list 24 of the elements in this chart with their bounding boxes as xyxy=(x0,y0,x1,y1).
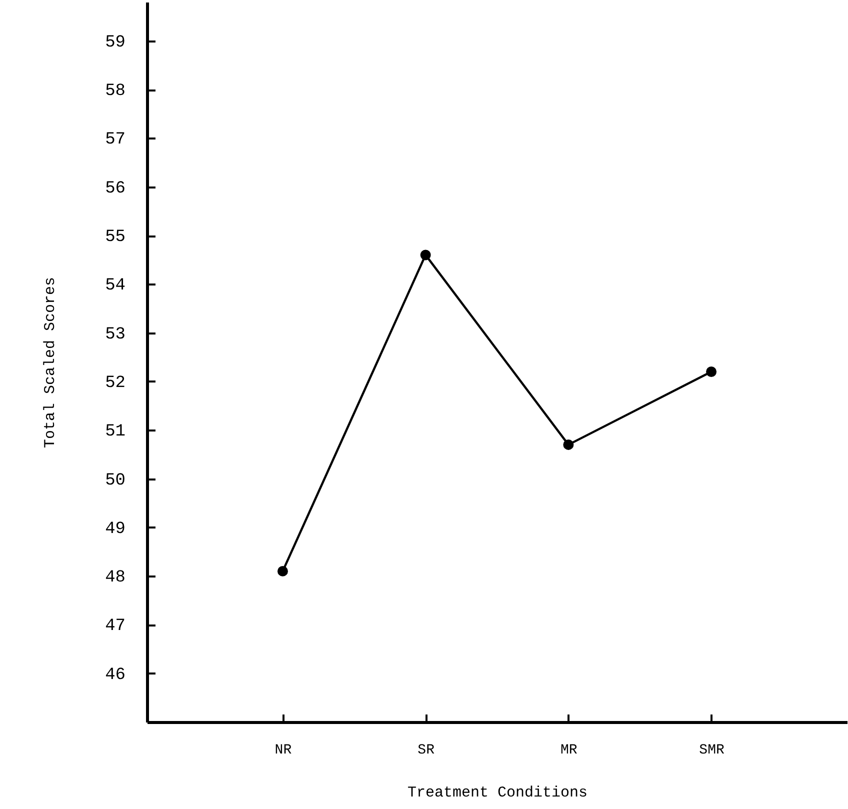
point xyxy=(420,250,431,260)
y-tick-label: 59 xyxy=(105,33,126,52)
y-tick-label: 50 xyxy=(105,471,126,490)
point xyxy=(706,366,717,377)
y-axis-title: Total Scaled Scores xyxy=(42,276,60,448)
y-tick-label: 53 xyxy=(105,325,126,344)
point xyxy=(563,439,574,450)
point xyxy=(277,566,288,576)
x-tick-label: NR xyxy=(274,742,292,758)
y-tick-label: 56 xyxy=(105,179,126,198)
y-tick-label: 48 xyxy=(105,568,126,588)
y-tick-label: 46 xyxy=(105,666,126,685)
x-tick-label: SMR xyxy=(699,742,725,758)
x-tick-label: SR xyxy=(418,742,436,758)
y-tick-label: 57 xyxy=(105,130,126,150)
y-tick-label: 51 xyxy=(105,422,126,442)
y-tick-label: 55 xyxy=(105,228,126,248)
x-tick-label: MR xyxy=(560,742,578,758)
y-tick-label: 52 xyxy=(105,374,126,393)
x-axis-title: Treatment Conditions xyxy=(407,784,588,802)
y-tick-label: 49 xyxy=(105,520,126,539)
y-tick-label: 47 xyxy=(105,617,126,636)
y-tick-label: 58 xyxy=(105,82,126,102)
y-tick-label: 54 xyxy=(105,276,126,296)
